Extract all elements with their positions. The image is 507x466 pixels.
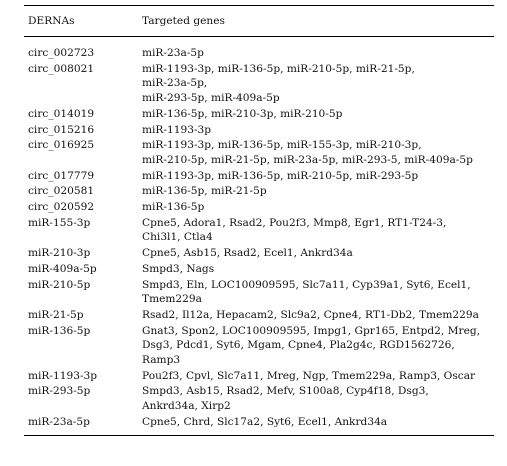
targeted-genes-cell: Cpne5, Adora1, Rsad2, Pou2f3, Mmp8, Egr1… bbox=[142, 216, 494, 245]
targeted-genes-cell: Smpd3, Nags bbox=[142, 262, 494, 277]
derna-name: circ_020581 bbox=[28, 185, 95, 198]
genes-line: miR-136-5p, miR-210-3p, miR-210-5p bbox=[142, 107, 343, 120]
table-row: circ_014019 miR-136-5p, miR-210-3p, miR-2… bbox=[24, 107, 494, 122]
genes-line: Rsad2, Il12a, Hepacam2, Slc9a2, Cpne4, R… bbox=[142, 308, 479, 321]
bottom-rule bbox=[24, 434, 494, 436]
table-row: circ_008021 miR-1193-3p, miR-136-5p, miR-… bbox=[24, 62, 494, 106]
derna-name: circ_014019 bbox=[28, 107, 95, 120]
targeted-genes-cell: miR-136-5p bbox=[142, 200, 494, 215]
table-row: miR-210-3p Cpne5, Asb15, Rsad2, Ecel1, An… bbox=[24, 246, 494, 261]
top-rule bbox=[24, 5, 494, 6]
targeted-genes-cell: miR-136-5p, miR-210-3p, miR-210-5p bbox=[142, 107, 494, 122]
table-row: circ_015216 miR-1193-3p bbox=[24, 123, 494, 138]
genes-line: miR-1193-3p, miR-136-5p, miR-210-5p, miR… bbox=[142, 169, 419, 182]
derna-name: circ_008021 bbox=[28, 62, 95, 75]
targeted-genes-cell: miR-136-5p, miR-21-5p bbox=[142, 184, 494, 199]
derna-name: circ_017779 bbox=[28, 169, 95, 182]
targeted-genes-cell: miR-23a-5p bbox=[142, 46, 494, 61]
genes-line: Gnat3, Spon2, LOC100909595, Impg1, Gpr16… bbox=[142, 324, 480, 337]
genes-line: miR-136-5p, miR-21-5p bbox=[142, 185, 267, 198]
genes-line: miR-23a-5p bbox=[142, 47, 204, 59]
targeted-genes-cell: Cpne5, Chrd, Slc17a2, Syt6, Ecel1, Ankrd… bbox=[142, 415, 494, 430]
table-row: miR-136-5p Gnat3, Spon2, LOC100909595, Im… bbox=[24, 324, 494, 368]
table-row: miR-155-3p Cpne5, Adora1, Rsad2, Pou2f3, … bbox=[24, 216, 494, 245]
table-row: miR-23a-5p Cpne5, Chrd, Slc17a2, Syt6, Ec… bbox=[24, 415, 494, 430]
genes-line: Cpne5, Chrd, Slc17a2, Syt6, Ecel1, Ankrd… bbox=[142, 415, 388, 428]
table-row: miR-409a-5p Smpd3, Nags bbox=[24, 262, 494, 277]
targeted-genes-cell: miR-1193-3p bbox=[142, 123, 494, 138]
genes-line: Dsg3, Pdcd1, Syt6, Mgam, Cpne4, Pla2g4c,… bbox=[142, 339, 455, 352]
table-row: miR-293-5p Smpd3, Asb15, Rsad2, Mefv, S10… bbox=[24, 384, 494, 413]
genes-line: miR-1193-3p, miR-136-5p, miR-210-5p, miR… bbox=[142, 62, 415, 75]
header-rule bbox=[24, 36, 494, 37]
table-body: circ_002723 miR-23a-5p circ_008021 miR-1193… bbox=[24, 37, 494, 435]
table-row: circ_017779 miR-1193-3p, miR-136-5p, miR-… bbox=[24, 169, 494, 184]
table-header: DERNAs Targeted genes bbox=[24, 6, 494, 36]
header-dernas: DERNAs bbox=[28, 15, 75, 27]
derna-name: miR-210-3p bbox=[28, 247, 91, 260]
table-row: miR-210-5p Smpd3, Eln, LOC100909595, Slc7… bbox=[24, 278, 494, 307]
derna-name: miR-409a-5p bbox=[28, 262, 97, 275]
genes-line: Smpd3, Asb15, Rsad2, Mefv, S100a8, Cyp4f… bbox=[142, 385, 429, 398]
genes-line: Chi3l1, Ctla4 bbox=[142, 231, 213, 244]
table-row: circ_002723 miR-23a-5p bbox=[24, 46, 494, 61]
targeted-genes-cell: Smpd3, Asb15, Rsad2, Mefv, S100a8, Cyp4f… bbox=[142, 384, 494, 413]
derna-name: circ_016925 bbox=[28, 139, 95, 152]
targeted-genes-cell: miR-1193-3p, miR-136-5p, miR-210-5p, miR… bbox=[142, 169, 494, 184]
derna-name: miR-210-5p bbox=[28, 278, 91, 291]
targeted-genes-cell: miR-1193-3p, miR-136-5p, miR-210-5p, miR… bbox=[142, 62, 494, 106]
derna-name: miR-21-5p bbox=[28, 308, 84, 321]
genes-line: Cpne5, Asb15, Rsad2, Ecel1, Ankrd34a bbox=[142, 247, 353, 260]
derna-name: miR-136-5p bbox=[28, 324, 91, 337]
targeted-genes-cell: Smpd3, Eln, LOC100909595, Slc7a11, Cyp39… bbox=[142, 278, 494, 307]
derna-name: miR-1193-3p bbox=[28, 369, 98, 382]
genes-line: miR-1193-3p bbox=[142, 123, 212, 136]
targeted-genes-cell: Cpne5, Asb15, Rsad2, Ecel1, Ankrd34a bbox=[142, 246, 494, 261]
genes-line: Cpne5, Adora1, Rsad2, Pou2f3, Mmp8, Egr1… bbox=[142, 216, 447, 229]
table-row: miR-1193-3p Pou2f3, Cpvl, Slc7a11, Mreg, … bbox=[24, 369, 494, 384]
genes-line: miR-1193-3p, miR-136-5p, miR-155-3p, miR… bbox=[142, 139, 422, 152]
table-row: circ_020581 miR-136-5p, miR-21-5p bbox=[24, 184, 494, 199]
targeted-genes-cell: Rsad2, Il12a, Hepacam2, Slc9a2, Cpne4, R… bbox=[142, 308, 494, 323]
data-table: DERNAs Targeted genes circ_002723 miR-23a… bbox=[24, 5, 494, 436]
targeted-genes-cell: miR-1193-3p, miR-136-5p, miR-155-3p, miR… bbox=[142, 138, 494, 167]
genes-line: miR-210-5p, miR-21-5p, miR-23a-5p, miR-2… bbox=[142, 153, 473, 166]
table-row: miR-21-5p Rsad2, Il12a, Hepacam2, Slc9a2,… bbox=[24, 308, 494, 323]
genes-line: Tmem229a bbox=[142, 293, 202, 306]
genes-line: miR-136-5p bbox=[142, 201, 205, 214]
derna-name: circ_015216 bbox=[28, 123, 95, 136]
derna-name: circ_020592 bbox=[28, 201, 95, 214]
derna-name: miR-23a-5p bbox=[28, 415, 90, 428]
genes-line: Pou2f3, Cpvl, Slc7a11, Mreg, Ngp, Tmem22… bbox=[142, 369, 476, 382]
derna-name: miR-293-5p bbox=[28, 385, 91, 398]
genes-line: Smpd3, Nags bbox=[142, 262, 215, 275]
genes-line: Smpd3, Eln, LOC100909595, Slc7a11, Cyp39… bbox=[142, 278, 471, 291]
targeted-genes-cell: Pou2f3, Cpvl, Slc7a11, Mreg, Ngp, Tmem22… bbox=[142, 369, 494, 384]
header-targeted-genes: Targeted genes bbox=[142, 15, 225, 27]
derna-name: miR-155-3p bbox=[28, 216, 91, 229]
genes-line: Ankrd34a, Xirp2 bbox=[142, 400, 231, 413]
table-row: circ_020592 miR-136-5p bbox=[24, 200, 494, 215]
derna-name: circ_002723 bbox=[28, 47, 95, 59]
genes-line: miR-23a-5p, bbox=[142, 77, 208, 90]
targeted-genes-cell: Gnat3, Spon2, LOC100909595, Impg1, Gpr16… bbox=[142, 324, 494, 368]
genes-line: Ramp3 bbox=[142, 354, 181, 367]
genes-line: miR-293-5p, miR-409a-5p bbox=[142, 92, 280, 105]
table-row: circ_016925 miR-1193-3p, miR-136-5p, miR-… bbox=[24, 138, 494, 167]
